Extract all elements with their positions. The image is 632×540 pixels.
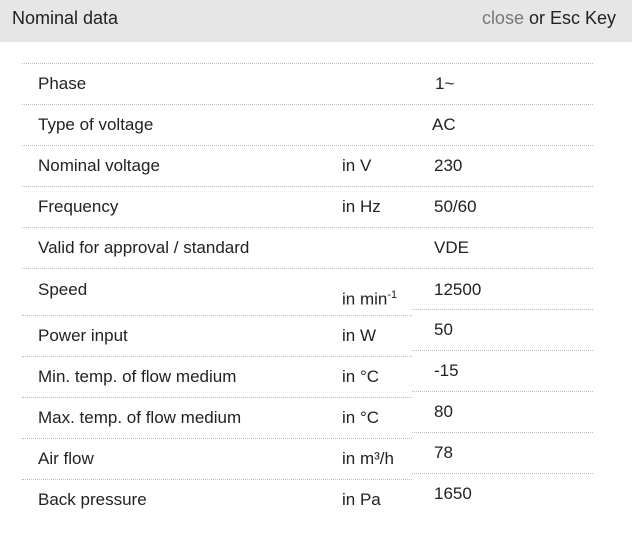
row-value: 78	[434, 443, 453, 462]
row-divider	[22, 356, 412, 357]
row-unit: in Hz	[342, 197, 381, 216]
row-value: -15	[434, 361, 459, 380]
row-label: Power input	[38, 326, 128, 345]
row-divider	[22, 268, 593, 269]
row-label: Back pressure	[38, 490, 147, 509]
close-hint: close or Esc Key	[482, 8, 616, 29]
row-label: Min. temp. of flow medium	[38, 367, 237, 386]
row-divider	[22, 63, 593, 64]
row-divider	[22, 145, 593, 146]
unit-text: in min	[342, 289, 388, 309]
row-divider	[22, 397, 412, 398]
row-label: Valid for approval / standard	[38, 238, 250, 257]
row-divider	[412, 391, 593, 392]
row-label: Type of voltage	[38, 115, 154, 134]
row-label: Max. temp. of flow medium	[38, 408, 242, 427]
row-divider	[412, 309, 593, 310]
row-label: Nominal voltage	[38, 156, 160, 175]
row-divider	[22, 227, 593, 228]
row-divider	[22, 438, 412, 439]
dialog-title: Nominal data	[12, 8, 119, 28]
row-value: AC	[432, 115, 456, 134]
close-link[interactable]: close	[481, 8, 524, 28]
row-unit: in °C	[342, 367, 380, 386]
row-label: Phase	[38, 74, 87, 93]
row-unit: in m³/h	[342, 449, 394, 468]
row-value: 230	[434, 156, 463, 175]
row-label: Speed	[38, 280, 88, 299]
row-unit: in °C	[342, 408, 380, 427]
row-unit: in Pa	[342, 490, 381, 509]
row-value: VDE	[434, 238, 469, 257]
row-divider	[412, 432, 593, 433]
row-value: 1650	[434, 484, 472, 503]
row-label: Frequency	[38, 197, 119, 216]
row-divider	[412, 473, 593, 474]
row-value: 50	[434, 320, 453, 339]
row-divider	[22, 315, 412, 316]
row-unit: in min-1	[342, 285, 397, 310]
row-unit: in W	[342, 326, 376, 345]
esc-hint: or Esc Key	[523, 8, 616, 28]
row-value: 1~	[435, 74, 455, 93]
row-divider	[412, 350, 593, 351]
row-value: 80	[434, 402, 453, 421]
dialog-header: Nominal data close or Esc Key	[0, 0, 632, 42]
row-unit: in V	[342, 156, 372, 175]
unit-exponent: -1	[387, 289, 398, 301]
row-divider	[22, 186, 593, 187]
row-label: Air flow	[38, 449, 94, 468]
row-divider	[22, 479, 412, 480]
row-value: 12500	[434, 280, 482, 299]
row-divider	[22, 104, 593, 105]
row-value: 50/60	[434, 197, 477, 216]
